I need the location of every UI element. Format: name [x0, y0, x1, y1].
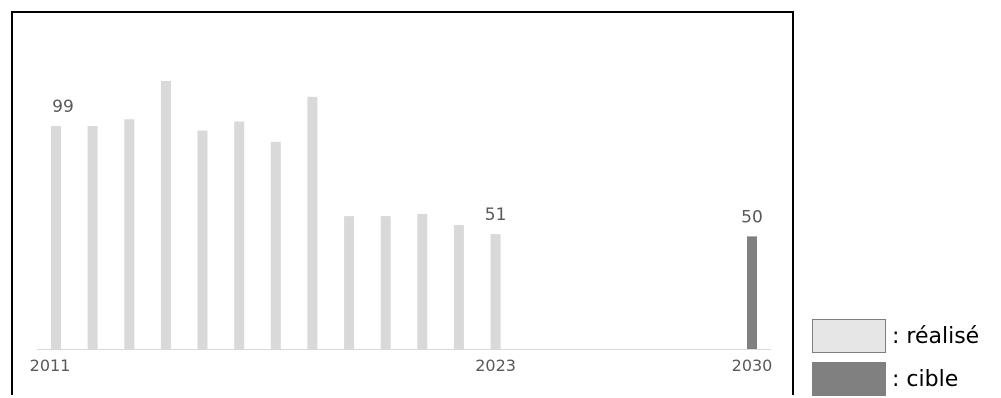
tick-labels-layer: 2011 2023 2030	[30, 356, 773, 375]
bar-chart: 2011 2023 2030 99 51 50	[30, 81, 773, 375]
bar-2013	[124, 119, 135, 349]
legend-label-realise: : réalisé	[892, 323, 980, 349]
data-label-2023: 51	[485, 205, 507, 225]
data-label-2011: 99	[52, 97, 74, 117]
legend-label-cible: : cible	[892, 366, 959, 392]
legend-swatch-cible	[812, 362, 886, 396]
bars-layer	[51, 81, 757, 349]
bar-2019	[344, 216, 355, 349]
bar-2030	[747, 236, 757, 349]
bar-2014	[160, 81, 171, 349]
tick-label-2023: 2023	[475, 356, 516, 375]
tick-label-2011: 2011	[30, 356, 71, 375]
legend-item-cible: : cible	[812, 361, 958, 397]
bar-2020	[380, 216, 391, 349]
bar-2022	[453, 225, 464, 349]
bar-2017	[270, 141, 281, 349]
legend-swatch-realise	[812, 319, 886, 353]
data-label-2030: 50	[741, 207, 763, 227]
bar-2021	[417, 213, 428, 349]
bar-2023	[490, 234, 501, 349]
data-labels-layer: 99 51 50	[52, 97, 763, 227]
bar-2011	[51, 126, 61, 349]
bar-2012	[87, 126, 98, 349]
bar-2015	[197, 130, 208, 349]
bar-2018	[307, 96, 318, 349]
bar-2016	[234, 121, 245, 349]
tick-label-2030: 2030	[732, 356, 773, 375]
chart-frame: 2011 2023 2030 99 51 50	[11, 11, 794, 395]
legend-item-realise: : réalisé	[812, 318, 979, 354]
